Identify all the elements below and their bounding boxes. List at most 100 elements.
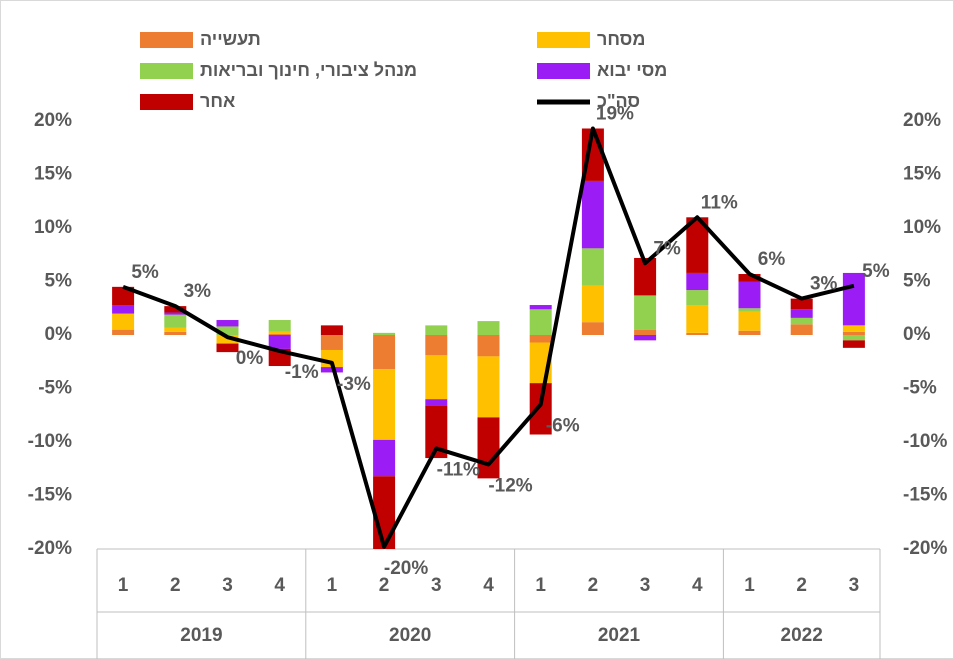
bar-segment bbox=[634, 329, 657, 335]
bar-segment bbox=[373, 335, 396, 370]
bar-segment bbox=[164, 314, 187, 328]
bar-segment bbox=[634, 257, 657, 296]
bar-segment bbox=[790, 317, 813, 325]
x-tick-label: 4 bbox=[274, 575, 285, 596]
bar-segment bbox=[164, 306, 187, 313]
bar-segment bbox=[842, 331, 865, 335]
y2-tick-label: -5% bbox=[903, 378, 937, 399]
y2-tick-label: 10% bbox=[903, 217, 941, 238]
bar-segment bbox=[581, 322, 604, 335]
bar-segment bbox=[320, 325, 343, 335]
legend-label: אחר bbox=[200, 91, 235, 111]
bar-segment bbox=[112, 305, 135, 314]
y-tick-label: 0% bbox=[45, 324, 73, 345]
x-tick-label: 4 bbox=[692, 575, 703, 596]
bar-segment bbox=[790, 324, 813, 335]
bar-segment bbox=[790, 298, 813, 310]
bar-segment bbox=[164, 331, 187, 335]
x-tick-label: 4 bbox=[483, 575, 494, 596]
data-label: 11% bbox=[701, 192, 738, 213]
data-label: -1% bbox=[285, 362, 319, 383]
data-label: -12% bbox=[488, 475, 532, 496]
data-label: 7% bbox=[653, 238, 681, 259]
bar-segment bbox=[216, 326, 239, 335]
x-tick-label: 3 bbox=[431, 575, 442, 596]
x-tick-label: 2 bbox=[379, 575, 390, 596]
bar-segment bbox=[738, 274, 761, 282]
x-group-label: 2019 bbox=[180, 625, 222, 646]
x-tick-label: 2 bbox=[170, 575, 181, 596]
x-tick-label: 1 bbox=[118, 575, 129, 596]
y-tick-label: -5% bbox=[38, 378, 72, 399]
legend-label: מנהל ציבורי, חינוך ובריאות bbox=[200, 60, 417, 80]
y-tick-label: 5% bbox=[45, 271, 73, 292]
bar-segment bbox=[112, 286, 135, 306]
x-tick-label: 1 bbox=[327, 575, 338, 596]
bar-segment bbox=[529, 309, 552, 335]
x-tick-label: 3 bbox=[222, 575, 233, 596]
bar-segment bbox=[477, 417, 500, 479]
bar-segment bbox=[216, 335, 239, 344]
bar-segment bbox=[112, 313, 135, 330]
bar-segment bbox=[686, 305, 709, 333]
bar-segment bbox=[425, 325, 448, 335]
data-label: 19% bbox=[596, 104, 634, 125]
bar-segment bbox=[164, 312, 187, 315]
bar-segment bbox=[477, 321, 500, 335]
bar-segment bbox=[790, 309, 813, 318]
bar-segment bbox=[634, 335, 657, 341]
y2-tick-label: 20% bbox=[903, 110, 941, 131]
legend-label: מסחר bbox=[597, 29, 645, 49]
bar-segment bbox=[738, 330, 761, 335]
y-tick-label: 20% bbox=[34, 110, 72, 131]
x-tick-label: 3 bbox=[849, 575, 860, 596]
x-tick-label: 2 bbox=[588, 575, 599, 596]
y-tick-label: 15% bbox=[34, 164, 72, 185]
bar-segment bbox=[581, 180, 604, 249]
data-label: 5% bbox=[862, 261, 890, 282]
x-tick-label: 1 bbox=[744, 575, 755, 596]
legend-label: תעשייה bbox=[200, 29, 261, 49]
bar-segment bbox=[529, 335, 552, 343]
x-group-label: 2022 bbox=[781, 625, 823, 646]
bar-segment bbox=[686, 272, 709, 291]
bar-segment bbox=[373, 439, 396, 477]
y2-tick-label: 0% bbox=[903, 324, 931, 345]
data-label: -6% bbox=[546, 416, 580, 437]
bar-segment bbox=[529, 305, 552, 310]
x-tick-label: 1 bbox=[535, 575, 546, 596]
y2-tick-label: -10% bbox=[903, 431, 947, 452]
bar-segment bbox=[425, 399, 448, 406]
bar-segment bbox=[686, 332, 709, 335]
bar-segment bbox=[268, 335, 291, 349]
bar-segment bbox=[842, 325, 865, 332]
y2-tick-label: -20% bbox=[903, 538, 947, 559]
bar-segment bbox=[738, 281, 761, 309]
legend-swatch bbox=[140, 32, 193, 48]
bar-segment bbox=[477, 335, 500, 357]
bar-segment bbox=[268, 331, 291, 334]
bar-segment bbox=[842, 340, 865, 348]
y-tick-label: -15% bbox=[28, 485, 72, 506]
legend-swatch bbox=[140, 94, 193, 110]
bar-segment bbox=[738, 311, 761, 331]
bar-segment bbox=[112, 329, 135, 335]
x-tick-label: 2 bbox=[796, 575, 807, 596]
data-label: 6% bbox=[758, 249, 786, 270]
bar-segment bbox=[268, 333, 291, 335]
legend-swatch bbox=[140, 63, 193, 79]
x-group-label: 2021 bbox=[598, 625, 641, 646]
y2-tick-label: -15% bbox=[903, 485, 947, 506]
bar-segment bbox=[581, 285, 604, 323]
legend-swatch bbox=[537, 32, 590, 48]
bar-segment bbox=[425, 355, 448, 400]
x-group-label: 2020 bbox=[389, 625, 431, 646]
bar-segment bbox=[425, 335, 448, 356]
legend-label: סה"כ bbox=[597, 91, 640, 111]
bar-segment bbox=[529, 383, 552, 435]
legend-swatch bbox=[537, 63, 590, 79]
data-label: 3% bbox=[184, 281, 212, 302]
legend-label: מסי יבוא bbox=[597, 60, 667, 80]
bar-segment bbox=[738, 308, 761, 312]
